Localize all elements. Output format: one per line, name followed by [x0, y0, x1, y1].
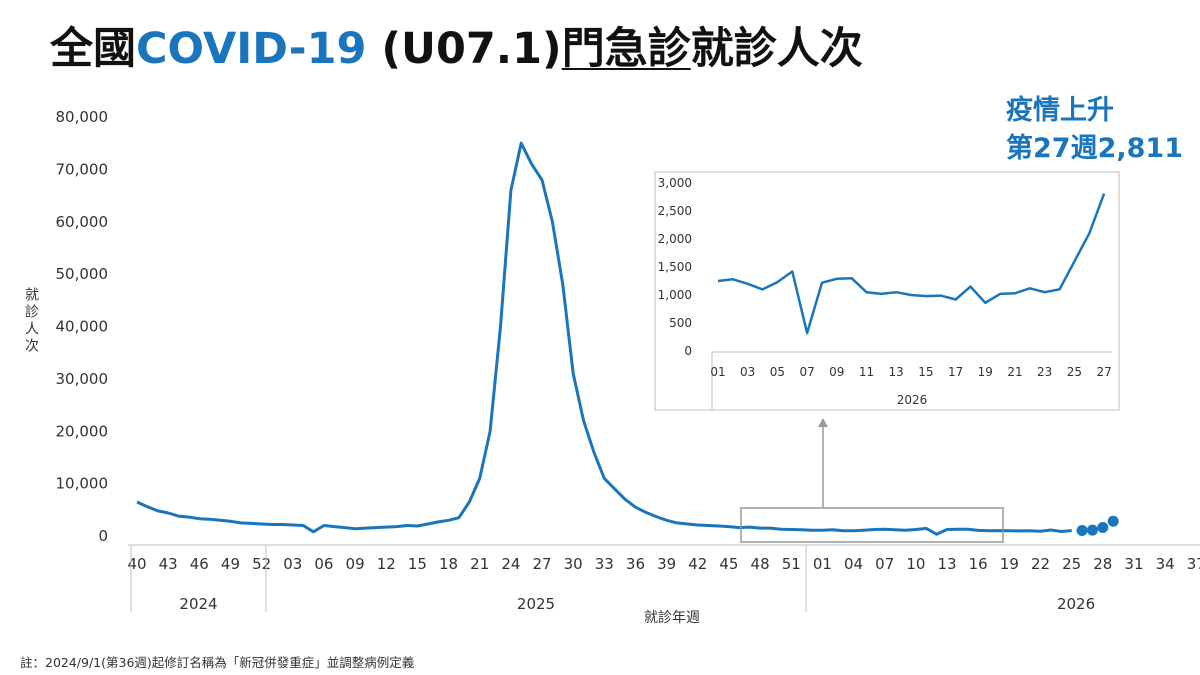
main-x-tick-label: 10 [906, 555, 925, 573]
main-x-tick-label: 34 [1156, 555, 1175, 573]
year-group-labels: 2024 2025 2026 [130, 545, 1095, 613]
inset-x-tick-label: 01 [710, 365, 725, 379]
inset-x-axis-ticks: 01 03 05 07 09 11 13 15 17 19 21 23 25 27 [710, 365, 1111, 379]
callout-line-1: 疫情上升 [1006, 95, 1114, 126]
main-y-axis-label: 就診人次 [25, 288, 39, 355]
main-x-tick-label: 15 [408, 555, 427, 573]
inset-x-tick-label: 03 [740, 365, 755, 379]
main-x-tick-label: 06 [314, 555, 333, 573]
inset-x-tick-label: 09 [829, 365, 844, 379]
callout-line-2: 第27週2,811 [1006, 133, 1183, 164]
inset-y-tick-label: 0 [684, 344, 692, 358]
inset-y-tick-label: 2,500 [658, 204, 692, 218]
inset-y-tick-label: 2,000 [658, 232, 692, 246]
main-x-tick-label: 07 [875, 555, 894, 573]
main-x-tick-label: 40 [127, 555, 146, 573]
main-y-tick-label: 60,000 [56, 213, 109, 231]
main-x-tick-label: 51 [782, 555, 801, 573]
inset-y-tick-label: 1,500 [658, 260, 692, 274]
highlight-point [1107, 515, 1119, 527]
title-suffix: 就診人次 [690, 24, 863, 74]
main-y-tick-label: 10,000 [56, 475, 109, 493]
title-prefix: 全國 [50, 24, 136, 74]
inset-series-line [717, 193, 1106, 335]
highlight-point [1076, 525, 1088, 537]
inset-y-tick-label: 3,000 [658, 176, 692, 190]
inset-x-tick-label: 17 [948, 365, 963, 379]
year-label: 2024 [179, 595, 217, 613]
title-code: (U07.1) [366, 24, 562, 74]
title-highlight: COVID-19 [136, 24, 367, 74]
year-label: 2026 [1057, 595, 1095, 613]
main-x-tick-label: 39 [657, 555, 676, 573]
main-x-tick-label: 01 [813, 555, 832, 573]
main-x-tick-label: 36 [626, 555, 645, 573]
inset-x-tick-label: 21 [1007, 365, 1022, 379]
main-x-axis-label: 就診年週 [644, 610, 700, 626]
main-x-tick-label: 22 [1031, 555, 1050, 573]
main-x-axis-ticks: 40 43 46 49 52 03 06 09 12 15 18 21 24 27 30 33 36 39 42 45… [127, 555, 1200, 573]
inset-x-tick-label: 07 [799, 365, 814, 379]
inset-x-tick-label: 13 [889, 365, 904, 379]
main-x-tick-label: 52 [252, 555, 271, 573]
main-x-tick-label: 18 [439, 555, 458, 573]
main-y-tick-label: 40,000 [56, 318, 109, 336]
main-x-tick-label: 24 [501, 555, 520, 573]
inset-y-tick-label: 500 [669, 316, 692, 330]
inset-x-tick-label: 25 [1067, 365, 1082, 379]
main-x-tick-label: 37 [1187, 555, 1200, 573]
inset-x-tick-label: 05 [770, 365, 785, 379]
title-underlined: 門急診 [561, 24, 691, 74]
inset-x-tick-label: 11 [859, 365, 874, 379]
main-y-tick-label: 80,000 [56, 108, 109, 126]
main-x-tick-label: 03 [283, 555, 302, 573]
main-y-tick-label: 70,000 [56, 160, 109, 178]
main-y-axis-ticks: 0 10,000 20,000 30,000 40,000 50,000 60,000 70,… [56, 108, 109, 545]
inset-frame [654, 171, 1120, 411]
inset-x-tick-label: 23 [1037, 365, 1052, 379]
main-x-tick-label: 16 [969, 555, 988, 573]
footnote: 註：2024/9/1(第36週)起修訂名稱為「新冠併發重症」並調整病例定義 [20, 655, 415, 670]
main-x-tick-label: 21 [470, 555, 489, 573]
inset-y-tick-label: 1,000 [658, 288, 692, 302]
zoom-highlight-box [740, 507, 1004, 543]
main-x-tick-label: 12 [377, 555, 396, 573]
main-x-tick-label: 30 [564, 555, 583, 573]
year-label: 2025 [517, 595, 555, 613]
main-y-tick-label: 30,000 [56, 370, 109, 388]
main-x-tick-label: 31 [1124, 555, 1143, 573]
main-y-tick-label: 50,000 [56, 265, 109, 283]
main-x-tick-label: 49 [221, 555, 240, 573]
main-x-tick-label: 46 [190, 555, 209, 573]
main-x-tick-label: 04 [844, 555, 863, 573]
inset-x-tick-label: 15 [918, 365, 933, 379]
main-y-tick-label: 0 [98, 527, 108, 545]
main-x-tick-label: 48 [751, 555, 770, 573]
main-x-tick-label: 42 [688, 555, 707, 573]
highlight-point [1086, 524, 1098, 536]
inset-x-tick-label: 27 [1096, 365, 1111, 379]
highlight-points [1076, 515, 1119, 537]
main-x-tick-label: 27 [532, 555, 551, 573]
main-x-tick-label: 28 [1093, 555, 1112, 573]
main-x-tick-label: 09 [346, 555, 365, 573]
inset-y-axis-ticks: 0 500 1,000 1,500 2,000 2,500 3,000 [658, 176, 692, 358]
inset-x-tick-label: 19 [978, 365, 993, 379]
highlight-point [1097, 522, 1109, 534]
main-x-tick-label: 19 [1000, 555, 1019, 573]
main-y-tick-label: 20,000 [56, 422, 109, 440]
slide-title: 全國COVID-19 (U07.1)門急診就診人次 [50, 14, 863, 76]
zoom-arrowhead [818, 418, 828, 427]
main-series-line [136, 141, 1072, 536]
main-x-tick-label: 45 [719, 555, 738, 573]
main-x-tick-label: 43 [159, 555, 178, 573]
main-x-tick-label: 33 [595, 555, 614, 573]
inset-chart: 0 500 1,000 1,500 2,000 2,500 3,000 01 03 05 07 09… [654, 171, 1120, 411]
trend-callout: 疫情上升 第27週2,811 [1006, 92, 1183, 168]
inset-x-axis-label: 2026 [897, 393, 928, 407]
main-x-tick-label: 13 [937, 555, 956, 573]
main-x-tick-label: 25 [1062, 555, 1081, 573]
